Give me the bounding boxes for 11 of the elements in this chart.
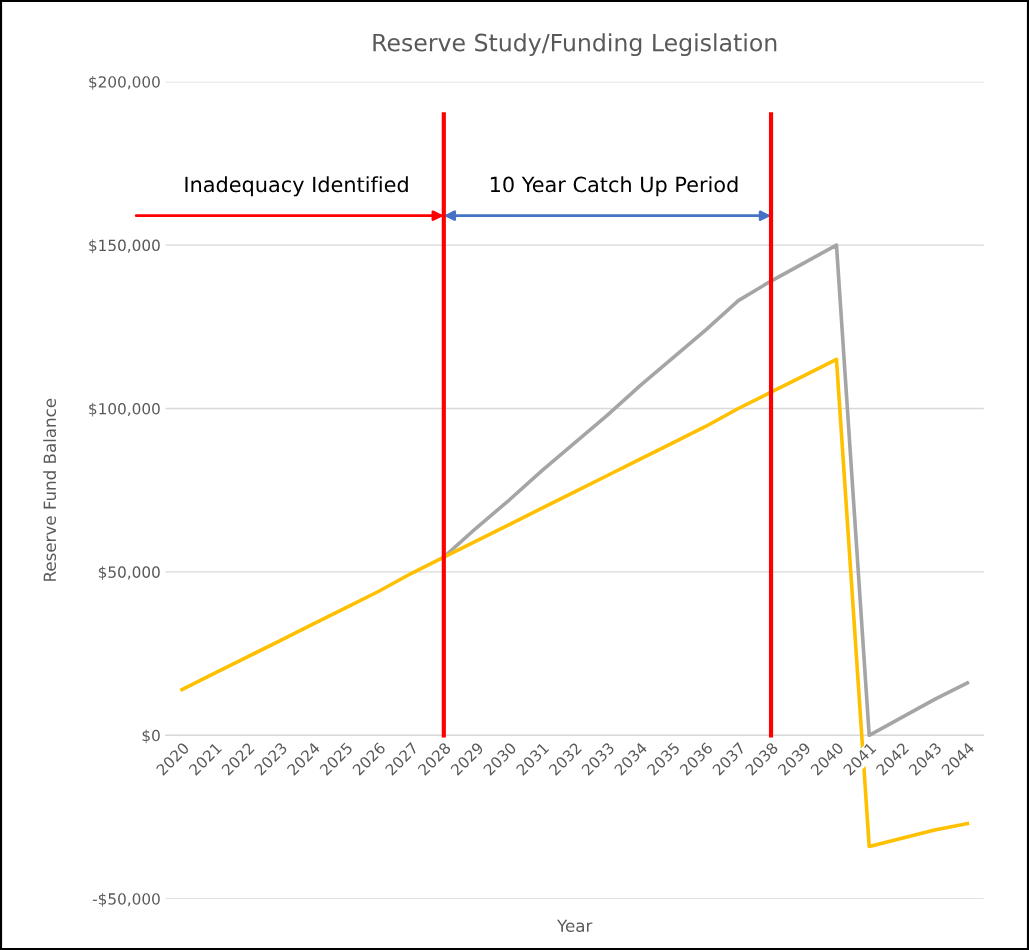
chart-title: Reserve Study/Funding Legislation (373, 33, 777, 57)
y-tick-label: -$50,000 (92, 892, 160, 907)
y-tick-label: $0 (142, 729, 160, 744)
annotation: 10 Year Catch Up Period (490, 176, 738, 197)
y-tick-label: $100,000 (89, 402, 160, 417)
y-axis-title: Reserve Fund Balance (43, 398, 57, 581)
annotation: Inadequacy Identified (185, 176, 408, 197)
y-tick-label: $150,000 (89, 239, 160, 254)
y-tick-label: $50,000 (98, 566, 160, 580)
x-axis-title: Year (557, 919, 593, 933)
y-tick-label: $200,000 (89, 75, 160, 90)
